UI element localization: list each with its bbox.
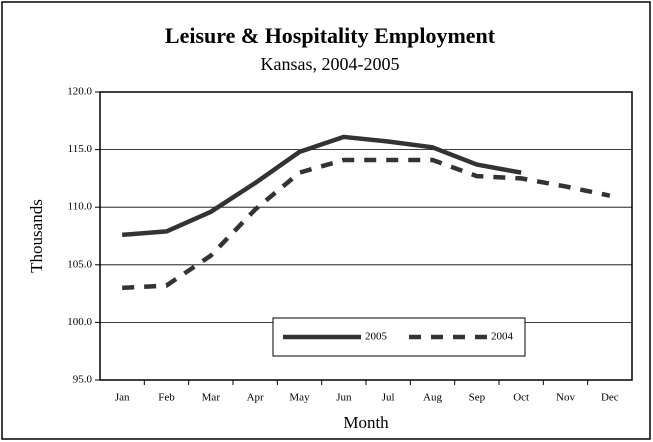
y-tick-label: 105.0 [67,258,92,270]
x-tick-label: Sep [469,392,486,404]
x-tick-label: Jun [336,392,352,404]
chart-title: Leisure & Hospitality Employment [165,23,496,48]
line-series [121,134,522,238]
x-tick-label: Dec [601,392,619,404]
line-series [122,157,611,291]
x-tick-label: Apr [247,392,264,404]
y-tick-label: 100.0 [67,316,92,328]
x-tick-label: Nov [556,392,575,404]
legend-label: 2004 [491,331,514,343]
legend-label: 2005 [365,331,388,343]
y-tick-label: 120.0 [67,86,92,98]
x-tick-label: Feb [158,392,175,404]
x-tick-label: Oct [513,392,529,404]
chart-subtitle: Kansas, 2004-2005 [261,54,400,74]
y-tick-label: 110.0 [68,201,93,213]
x-tick-label: Mar [202,392,221,404]
x-tick-label: May [289,392,310,404]
x-tick-label: Aug [423,392,442,404]
x-tick-label: Jan [115,392,130,404]
x-axis-label: Month [343,413,389,432]
y-axis-label: Thousands [27,199,46,273]
y-tick-label: 95.0 [73,374,93,386]
y-tick-label: 115.0 [68,143,93,155]
x-tick-label: Jul [382,392,395,404]
